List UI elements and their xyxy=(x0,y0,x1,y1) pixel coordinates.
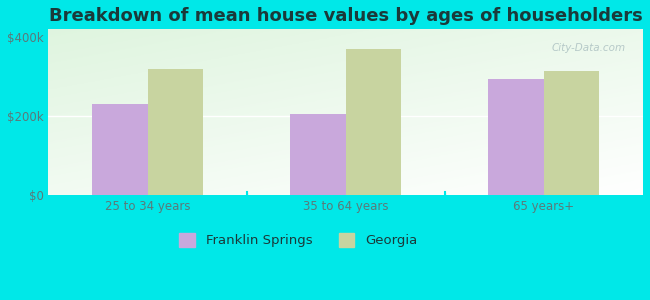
Legend: Franklin Springs, Georgia: Franklin Springs, Georgia xyxy=(174,228,422,253)
Bar xyxy=(92,104,148,195)
Bar xyxy=(346,49,401,195)
Bar xyxy=(291,114,346,195)
Bar xyxy=(488,79,544,195)
Bar xyxy=(148,69,203,195)
Title: Breakdown of mean house values by ages of householders: Breakdown of mean house values by ages o… xyxy=(49,7,643,25)
Bar xyxy=(544,70,599,195)
Text: City-Data.com: City-Data.com xyxy=(551,43,625,52)
